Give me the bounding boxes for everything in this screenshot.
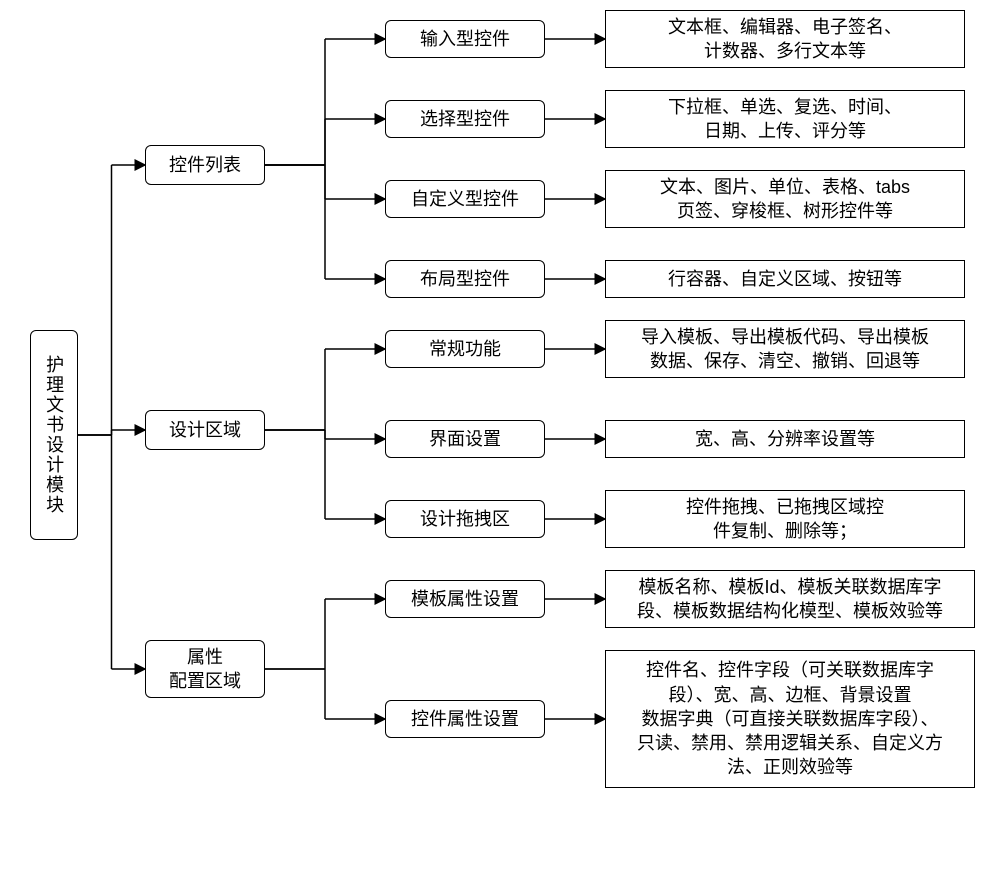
node-l2b2: 界面设置 — [385, 420, 545, 458]
node-label: 选择型控件 — [420, 107, 510, 131]
node-l2c2: 控件属性设置 — [385, 700, 545, 738]
node-d1: 文本框、编辑器、电子签名、计数器、多行文本等 — [605, 10, 965, 68]
node-d5: 导入模板、导出模板代码、导出模板数据、保存、清空、撤销、回退等 — [605, 320, 965, 378]
node-label: 文本、图片、单位、表格、tabs页签、穿梭框、树形控件等 — [660, 175, 910, 224]
node-d8: 模板名称、模板Id、模板关联数据库字段、模板数据结构化模型、模板效验等 — [605, 570, 975, 628]
node-d9: 控件名、控件字段（可关联数据库字段）、宽、高、边框、背景设置数据字典（可直接关联… — [605, 650, 975, 788]
node-l1a: 控件列表 — [145, 145, 265, 185]
node-label: 属性配置区域 — [169, 645, 241, 694]
node-l1c: 属性配置区域 — [145, 640, 265, 698]
node-l2a4: 布局型控件 — [385, 260, 545, 298]
node-l2a3: 自定义型控件 — [385, 180, 545, 218]
node-l2a1: 输入型控件 — [385, 20, 545, 58]
node-label: 界面设置 — [429, 427, 501, 451]
node-label: 宽、高、分辨率设置等 — [695, 427, 875, 451]
node-l2b3: 设计拖拽区 — [385, 500, 545, 538]
node-d6: 宽、高、分辨率设置等 — [605, 420, 965, 458]
node-label: 控件拖拽、已拖拽区域控件复制、删除等； — [686, 495, 884, 544]
node-label: 模板属性设置 — [411, 587, 519, 611]
node-d3: 文本、图片、单位、表格、tabs页签、穿梭框、树形控件等 — [605, 170, 965, 228]
node-label: 行容器、自定义区域、按钮等 — [668, 267, 902, 291]
node-l2c1: 模板属性设置 — [385, 580, 545, 618]
node-label: 自定义型控件 — [411, 187, 519, 211]
node-label: 护理文书设计模块 — [42, 355, 66, 515]
node-l1b: 设计区域 — [145, 410, 265, 450]
node-d4: 行容器、自定义区域、按钮等 — [605, 260, 965, 298]
diagram-canvas: 护理文书设计模块 控件列表设计区域属性配置区域 输入型控件选择型控件自定义型控件布局… — [0, 0, 1000, 875]
node-label: 常规功能 — [429, 337, 501, 361]
node-label: 下拉框、单选、复选、时间、日期、上传、评分等 — [668, 95, 902, 144]
node-label: 输入型控件 — [420, 27, 510, 51]
node-label: 控件名、控件字段（可关联数据库字段）、宽、高、边框、背景设置数据字典（可直接关联… — [637, 658, 943, 779]
node-label: 控件列表 — [169, 153, 241, 177]
node-d2: 下拉框、单选、复选、时间、日期、上传、评分等 — [605, 90, 965, 148]
node-l2a2: 选择型控件 — [385, 100, 545, 138]
node-l2b1: 常规功能 — [385, 330, 545, 368]
node-root: 护理文书设计模块 — [30, 330, 78, 540]
node-label: 导入模板、导出模板代码、导出模板数据、保存、清空、撤销、回退等 — [641, 325, 929, 374]
node-label: 设计区域 — [169, 418, 241, 442]
node-label: 模板名称、模板Id、模板关联数据库字段、模板数据结构化模型、模板效验等 — [637, 575, 943, 624]
node-label: 文本框、编辑器、电子签名、计数器、多行文本等 — [668, 15, 902, 64]
node-label: 设计拖拽区 — [420, 507, 510, 531]
node-label: 控件属性设置 — [411, 707, 519, 731]
node-label: 布局型控件 — [420, 267, 510, 291]
node-d7: 控件拖拽、已拖拽区域控件复制、删除等； — [605, 490, 965, 548]
